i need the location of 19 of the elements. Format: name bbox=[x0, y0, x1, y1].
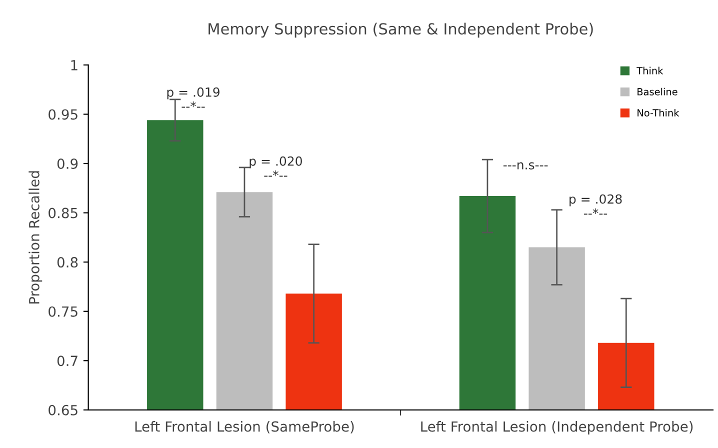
y-tick-label: 0.7 bbox=[57, 356, 78, 366]
x-tick-label: Left Frontal Lesion (Independent Probe) bbox=[421, 421, 693, 434]
annotation: p = .020 --*-- bbox=[250, 156, 302, 177]
y-tick-label: 0.8 bbox=[57, 257, 78, 268]
annotation: ---n.s--- bbox=[503, 162, 548, 170]
legend-label: No-Think bbox=[638, 108, 680, 116]
legend-label: Baseline bbox=[638, 88, 678, 96]
y-tick-label: 0.9 bbox=[57, 158, 78, 169]
legend-label: Think bbox=[636, 66, 664, 74]
chart-title: Memory Suppression (Same & Independent Probe) bbox=[208, 22, 593, 38]
y-tick-label: 0.85 bbox=[48, 208, 78, 218]
annotation: p = .028 --*-- bbox=[570, 194, 622, 215]
y-tick-label: 1 bbox=[71, 60, 78, 70]
y-tick-label: 0.75 bbox=[48, 306, 78, 317]
x-tick-label: Left Frontal Lesion (SameProbe) bbox=[135, 421, 354, 434]
y-tick-label: 0.65 bbox=[48, 404, 78, 416]
y-tick-label: 0.95 bbox=[48, 109, 78, 120]
annotation: p = .019 --*-- bbox=[167, 87, 220, 108]
y-axis-title: Proportion Recalled bbox=[28, 171, 42, 304]
